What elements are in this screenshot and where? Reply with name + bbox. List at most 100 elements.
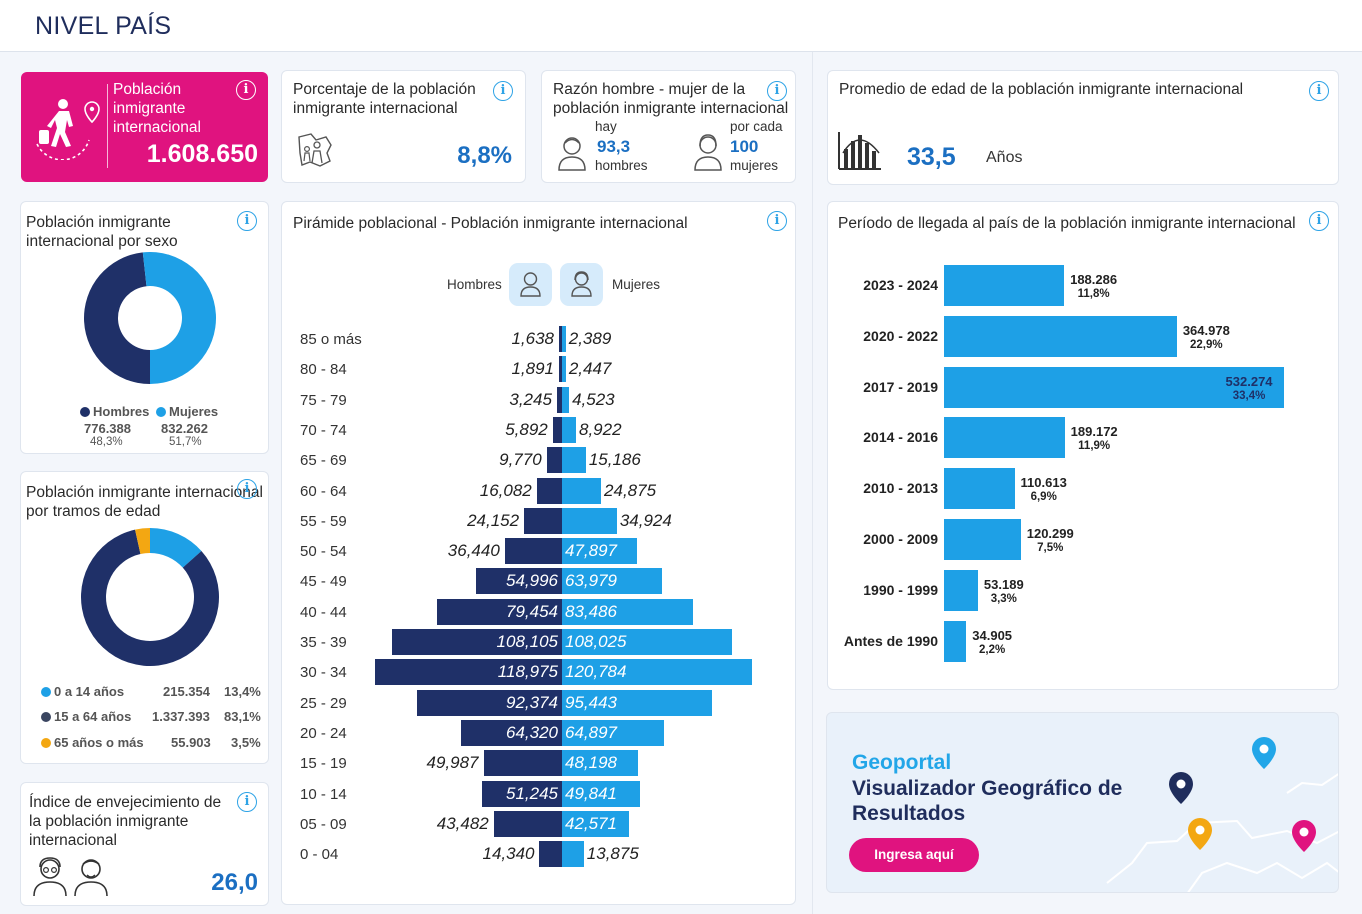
pyramid-bar-hombres[interactable]	[392, 629, 562, 655]
pyramid-bar-hombres[interactable]	[375, 659, 562, 686]
arrival-bar[interactable]	[944, 620, 967, 662]
pyramid-bar-hombres[interactable]	[493, 810, 562, 837]
pyramid-age-label: 30 - 34	[300, 664, 347, 682]
pyramid-bar-mujeres[interactable]	[562, 719, 664, 746]
info-icon[interactable]: i	[767, 211, 787, 231]
pyramid-value-hombres: 16,082	[479, 480, 532, 500]
info-icon[interactable]: i	[237, 479, 257, 499]
donut-slice-hombres[interactable]	[84, 252, 150, 384]
pyramid-bar-mujeres[interactable]	[562, 750, 638, 777]
arrival-bar[interactable]	[944, 569, 978, 611]
pyramid-bar-mujeres[interactable]	[562, 689, 712, 716]
donut-slice-15-64[interactable]	[81, 529, 219, 666]
world-people-icon	[298, 133, 332, 167]
pyramid-value-hombres: 9,770	[499, 450, 542, 470]
pyramid-value-mujeres: 47,897	[565, 541, 617, 561]
hombres-value: 93,3	[597, 137, 631, 156]
pyramid-bar-mujeres[interactable]	[562, 326, 566, 352]
pyramid-value-mujeres: 13,875	[586, 844, 639, 864]
arrival-value-label: 120.299 7,5%	[1026, 526, 1074, 555]
arrival-bar[interactable]	[944, 315, 1177, 357]
card-value: 26,0	[211, 869, 258, 896]
pyramid-bar-hombres[interactable]	[481, 780, 562, 807]
pyramid-value-hombres: 1,638	[511, 329, 554, 348]
pyramid-value-hombres: 118,975	[497, 662, 558, 682]
pyramid-bar-mujeres[interactable]	[562, 568, 663, 595]
info-icon[interactable]: i	[767, 81, 787, 101]
sexo-legend: Hombres Mujeres	[80, 404, 218, 419]
pyramid-bar-mujeres[interactable]	[562, 416, 576, 443]
pyramid-bar-hombres[interactable]	[416, 689, 562, 716]
woman-avatar-icon	[560, 263, 603, 306]
pyramid-bar-mujeres[interactable]	[562, 538, 638, 565]
pyramid-bar-hombres[interactable]	[536, 477, 562, 504]
geoportal-banner[interactable]: Geoportal Visualizador Geográfico de Res…	[826, 712, 1339, 893]
info-icon[interactable]: i	[236, 80, 256, 100]
page-title: NIVEL PAÍS	[35, 12, 172, 40]
info-icon[interactable]: i	[493, 81, 513, 101]
edad-card: Población inmigrante internacional por t…	[20, 471, 269, 764]
pyramid-age-label: 70 - 74	[300, 421, 347, 439]
arrival-bar[interactable]	[944, 265, 1065, 306]
pyramid-value-mujeres: 4,523	[572, 389, 615, 409]
pyramid-bar-mujeres[interactable]	[562, 386, 570, 413]
info-icon[interactable]: i	[1309, 81, 1329, 101]
pyramid-bar-hombres[interactable]	[556, 386, 562, 413]
info-icon[interactable]: i	[237, 211, 257, 231]
hombres-value: 776.388	[84, 421, 131, 436]
card-title: Índice de envejecimiento de la población…	[29, 794, 222, 849]
razon-card: Razón hombre - mujer de la población inm…	[541, 70, 796, 183]
man-avatar-icon	[509, 263, 552, 306]
pyramid-bar-mujeres[interactable]	[562, 447, 586, 474]
pyramid-bar-hombres[interactable]	[546, 447, 562, 474]
pyramid-bar-hombres[interactable]	[483, 750, 562, 777]
row-pct: 13,4%	[224, 684, 261, 699]
pyramid-bar-mujeres[interactable]	[562, 598, 694, 625]
pyramid-value-hombres: 3,245	[509, 389, 552, 409]
pyramid-bar-hombres[interactable]	[559, 356, 562, 383]
arrival-period-label: 2014 - 2016	[863, 429, 938, 446]
arrival-bar[interactable]	[944, 417, 1065, 459]
pyramid-age-label: 80 - 84	[300, 361, 347, 379]
donut-slice-0-14[interactable]	[150, 528, 202, 568]
poblacion-card: Población inmigrante internacional i 1.6…	[21, 72, 268, 182]
pyramid-bar-mujeres[interactable]	[562, 629, 732, 655]
arrival-period-label: 2020 - 2022	[863, 327, 938, 344]
pyramid-value-hombres: 51,245	[506, 783, 558, 803]
arrival-bar[interactable]	[944, 468, 1015, 510]
donut-slice-mujeres[interactable]	[142, 252, 216, 384]
arrival-bar[interactable]	[944, 366, 1284, 408]
pyramid-bar-hombres[interactable]	[504, 538, 562, 565]
pyramid-bar-mujeres[interactable]	[562, 841, 584, 868]
pyramid-bar-mujeres[interactable]	[562, 810, 629, 837]
hay-label: hay	[595, 119, 617, 134]
pyramid-bar-mujeres[interactable]	[562, 507, 617, 534]
mujeres-value: 832.262	[161, 421, 208, 436]
pyramid-value-mujeres: 2,447	[568, 359, 612, 379]
pyramid-bar-mujeres[interactable]	[562, 477, 602, 504]
pyramid-value-mujeres: 48,198	[565, 753, 617, 773]
pyramid-age-label: 85 o más	[300, 331, 362, 348]
pyramid-bar-hombres[interactable]	[461, 719, 562, 746]
arrival-period-label: Antes de 1990	[843, 632, 938, 649]
geoportal-subtitle: Visualizador Geográfico de Resultados	[852, 777, 1123, 825]
pyramid-bar-mujeres[interactable]	[562, 659, 752, 686]
pyramid-age-label: 50 - 54	[300, 543, 347, 561]
pyramid-bar-hombres[interactable]	[539, 841, 562, 868]
pyramid-bar-hombres[interactable]	[559, 326, 562, 352]
pyramid-bar-mujeres[interactable]	[562, 356, 566, 383]
pyramid-bar-hombres[interactable]	[524, 507, 562, 534]
map-pin-blue-icon	[1252, 737, 1276, 769]
pyramid-bar-hombres[interactable]	[475, 568, 562, 595]
card-title: Razón hombre - mujer de la población inm…	[553, 81, 789, 117]
pyramid-age-label: 25 - 29	[300, 694, 347, 712]
info-icon[interactable]: i	[1309, 211, 1329, 231]
ingresa-button[interactable]: Ingresa aquí	[849, 838, 979, 872]
info-icon[interactable]: i	[237, 792, 257, 812]
arrival-period-label: 2000 - 2009	[863, 531, 938, 547]
arrival-bar[interactable]	[944, 519, 1021, 560]
pyramid-bar-hombres[interactable]	[552, 416, 562, 443]
donut-slice-65-mas[interactable]	[135, 528, 150, 555]
pyramid-bar-mujeres[interactable]	[562, 780, 641, 807]
pyramid-bar-hombres[interactable]	[437, 598, 562, 625]
